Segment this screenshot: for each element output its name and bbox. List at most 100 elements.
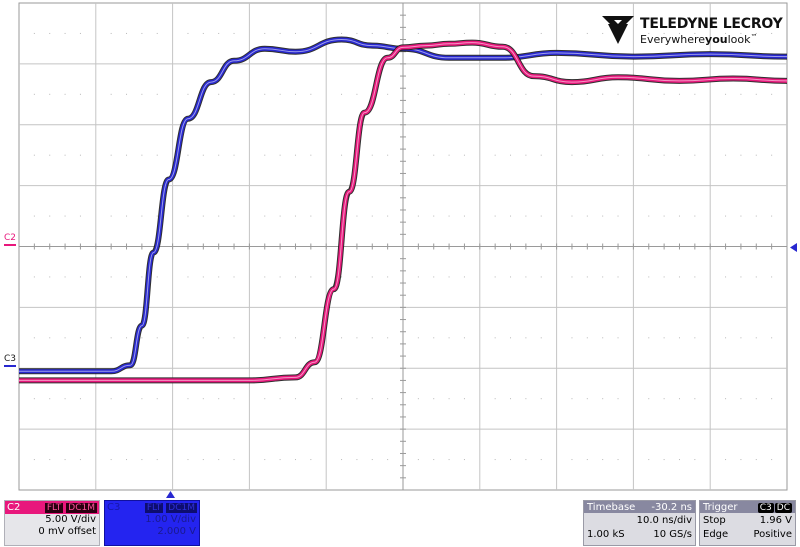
grid-dot <box>233 154 235 156</box>
c2-name: C2 <box>7 501 21 513</box>
grid-dot <box>264 459 266 461</box>
c3-name: C3 <box>107 501 121 513</box>
channel-c2-descriptor[interactable]: C2 FLT DC1M 5.00 V/div 0 mV offset <box>4 500 100 546</box>
grid-dot <box>202 276 204 278</box>
grid-dot <box>494 154 496 156</box>
grid-dot <box>602 154 604 156</box>
grid-dot <box>264 32 266 34</box>
grid-dot <box>356 337 358 339</box>
grid-dot <box>49 215 51 217</box>
grid-dot <box>141 32 143 34</box>
grid-dot <box>510 337 512 339</box>
grid-dot <box>371 337 373 339</box>
grid-dot <box>525 154 527 156</box>
grid-dot <box>233 398 235 400</box>
grid-dot <box>64 93 66 95</box>
grid-dot <box>279 93 281 95</box>
grid-dot <box>64 215 66 217</box>
grid-dot <box>156 93 158 95</box>
grid-dot <box>510 276 512 278</box>
grid-dot <box>663 154 665 156</box>
grid-dot <box>141 215 143 217</box>
grid-dot <box>663 337 665 339</box>
grid-dot <box>617 215 619 217</box>
grid-dot <box>371 398 373 400</box>
grid-dot <box>448 32 450 34</box>
grid-dot <box>494 276 496 278</box>
grid-dot <box>648 215 650 217</box>
grid-dot <box>663 215 665 217</box>
grid-dot <box>663 32 665 34</box>
grid-dot <box>110 93 112 95</box>
grid-dot <box>387 459 389 461</box>
grid-dot <box>740 276 742 278</box>
teledyne-logo-icon <box>602 16 634 44</box>
c3-vertical-scale: 1.00 V/div <box>145 514 196 525</box>
trigger-time-marker-icon[interactable] <box>166 490 176 499</box>
grid-dot <box>264 337 266 339</box>
grid-dot <box>448 154 450 156</box>
grid-dot <box>725 32 727 34</box>
grid-dot <box>463 276 465 278</box>
grid-dot <box>141 154 143 156</box>
grid-dot <box>33 398 35 400</box>
grid-dot <box>755 93 757 95</box>
grid-dot <box>187 93 189 95</box>
c3-ground-marker[interactable] <box>4 363 18 369</box>
grid-dot <box>602 276 604 278</box>
grid-dot <box>356 276 358 278</box>
grid-dot <box>387 215 389 217</box>
grid-dot <box>602 459 604 461</box>
grid-dot <box>571 215 573 217</box>
grid-dot <box>678 32 680 34</box>
grid-dot <box>264 154 266 156</box>
trigger-level-marker-icon[interactable] <box>788 243 798 253</box>
grid-dot <box>463 459 465 461</box>
grid-dot <box>571 154 573 156</box>
grid-dot <box>540 398 542 400</box>
channel-c3-descriptor[interactable]: C3 FLT DC1M 1.00 V/div 2.000 V <box>104 500 200 546</box>
grid-dot <box>694 215 696 217</box>
grid-dot <box>540 32 542 34</box>
grid-dot <box>586 154 588 156</box>
grid-dot <box>463 215 465 217</box>
grid-dot <box>356 215 358 217</box>
timebase-delay: -30.2 ns <box>651 502 692 513</box>
grid-dot <box>586 276 588 278</box>
grid-dot <box>771 215 773 217</box>
grid-dot <box>79 459 81 461</box>
grid-dot <box>755 276 757 278</box>
grid-dot <box>202 154 204 156</box>
c2-header: C2 FLT DC1M <box>5 501 99 514</box>
grid-dot <box>156 337 158 339</box>
grid-dot <box>510 93 512 95</box>
grid-dot <box>371 154 373 156</box>
grid-dot <box>279 459 281 461</box>
grid-dot <box>110 154 112 156</box>
c2-ground-marker[interactable] <box>4 242 18 248</box>
grid-dot <box>525 93 527 95</box>
grid-lines <box>18 2 788 491</box>
grid-dot <box>202 337 204 339</box>
grid-dot <box>494 337 496 339</box>
grid-dot <box>341 276 343 278</box>
grid-dot <box>571 32 573 34</box>
grid-dot <box>387 276 389 278</box>
timebase-sample-rate: 10 GS/s <box>653 529 692 540</box>
grid-dot <box>33 215 35 217</box>
grid-dot <box>126 93 128 95</box>
grid-dot <box>202 32 204 34</box>
grid-dot <box>510 154 512 156</box>
trigger-descriptor[interactable]: Trigger C3 DC Stop 1.96 V Edge Positive <box>699 500 796 546</box>
timebase-descriptor[interactable]: Timebase -30.2 ns 10.0 ns/div 1.00 kS 10… <box>583 500 696 546</box>
grid-dot <box>33 337 35 339</box>
grid-dot <box>433 215 435 217</box>
grid-dot <box>64 32 66 34</box>
grid-dot <box>694 398 696 400</box>
grid-dot <box>510 32 512 34</box>
grid-dot <box>755 215 757 217</box>
grid-dot <box>341 32 343 34</box>
grid-dot <box>510 459 512 461</box>
grid-dot <box>233 93 235 95</box>
